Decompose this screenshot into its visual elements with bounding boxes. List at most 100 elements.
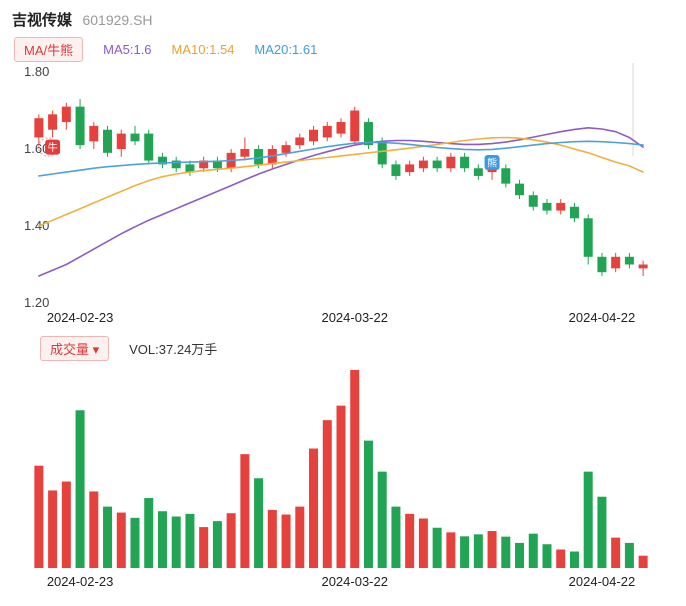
volume-bar: [116, 512, 126, 568]
x-axis-label: 2024-02-23: [46, 574, 114, 589]
volume-bar: [487, 531, 497, 568]
candle-body: [583, 218, 593, 257]
candle-body: [624, 256, 634, 265]
candle-body: [418, 160, 428, 169]
candle-body: [611, 256, 621, 269]
volume-bar: [391, 506, 401, 568]
candle-body: [528, 195, 538, 207]
page-title: 吉视传媒: [12, 12, 73, 29]
svg-text:熊: 熊: [487, 156, 497, 169]
volume-bar: [267, 509, 277, 568]
candle-body: [185, 164, 195, 173]
x-axis-label: 2024-02-23: [46, 310, 114, 325]
volume-bar: [157, 511, 167, 568]
x-axis-label: 2024-04-22: [568, 574, 636, 589]
volume-bar: [542, 544, 552, 568]
volume-bar: [377, 471, 387, 568]
y-axis-label: 1.80: [24, 64, 49, 79]
candle-body: [157, 156, 167, 165]
volume-bar: [515, 542, 525, 568]
ma10-value: MA10:1.54: [171, 41, 235, 57]
candle-body: [144, 133, 154, 161]
header: 吉视传媒 601929.SH: [0, 0, 686, 31]
volume-bar: [309, 448, 319, 568]
volume-bar: [446, 532, 456, 568]
candle-body: [295, 137, 305, 146]
candle-body: [569, 206, 579, 219]
candle-body: [501, 168, 511, 184]
ma-legend: MA/牛熊 MA5:1.6 MA10:1.54 MA20:1.61: [0, 36, 686, 62]
volume-bar: [350, 370, 360, 568]
candle-body: [116, 133, 126, 149]
volume-bar: [597, 496, 607, 568]
y-axis-label: 1.40: [24, 218, 49, 233]
candle-body: [130, 133, 140, 142]
candle-body: [240, 149, 250, 157]
candle-body: [446, 156, 456, 169]
candle-body: [75, 106, 85, 146]
volume-bar: [501, 536, 511, 568]
volume-bar: [295, 506, 305, 568]
volume-bar: [418, 518, 428, 568]
volume-bar: [130, 517, 140, 568]
candle-body: [638, 264, 648, 269]
volume-bar: [75, 410, 85, 568]
volume-bar: [61, 481, 71, 568]
candle-body: [281, 145, 291, 153]
candle-body: [199, 160, 209, 169]
volume-bar: [144, 498, 154, 568]
volume-bar: [405, 513, 415, 568]
ma-line-ma5: [38, 127, 644, 277]
candle-body: [61, 106, 71, 123]
candlestick-chart[interactable]: 1.80 1.60 1.40 1.20 牛熊: [0, 60, 686, 308]
candle-body: [322, 125, 332, 138]
candle-body: [377, 141, 387, 165]
volume-bar: [34, 465, 44, 568]
bull-marker[interactable]: 牛: [37, 137, 61, 157]
volume-x-axis-labels: 2024-02-23 2024-03-22 2024-04-22: [0, 572, 686, 592]
stock-code: 601929.SH: [82, 12, 153, 28]
candle-body: [556, 202, 566, 211]
ma5-value: MA5:1.6: [103, 41, 152, 57]
volume-chart[interactable]: [0, 360, 686, 572]
candle-body: [48, 114, 58, 130]
ma-selector-button[interactable]: MA/牛熊: [14, 36, 84, 62]
bear-marker[interactable]: 熊: [484, 154, 500, 170]
candle-body: [254, 149, 264, 165]
y-axis-label: 1.20: [24, 295, 49, 308]
volume-bar: [185, 513, 195, 568]
candle-body: [391, 164, 401, 176]
volume-bar: [281, 514, 291, 568]
volume-bar: [89, 491, 99, 568]
ma-line-ma10: [38, 136, 644, 227]
candle-body: [405, 164, 415, 173]
volume-bar: [432, 527, 442, 568]
candle-body: [363, 122, 373, 146]
candle-body: [34, 118, 44, 138]
x-axis-label: 2024-03-22: [321, 310, 388, 325]
volume-bar: [254, 478, 264, 568]
volume-bar: [336, 405, 346, 568]
volume-header: 成交量 ▾ VOL:37.24万手: [0, 335, 686, 361]
candle-body: [473, 168, 483, 176]
volume-selector-button[interactable]: 成交量 ▾: [40, 335, 110, 361]
volume-bar: [583, 471, 593, 568]
y-axis-label: 1.60: [24, 141, 49, 156]
ma20-value: MA20:1.61: [254, 41, 318, 57]
candle-body: [515, 183, 525, 196]
volume-bar: [240, 454, 250, 568]
candle-body: [171, 160, 181, 169]
volume-bar: [212, 521, 222, 568]
candle-body: [336, 122, 346, 134]
volume-bar: [322, 420, 332, 568]
candle-body: [460, 156, 470, 169]
x-axis-label: 2024-04-22: [568, 310, 636, 325]
volume-value: VOL:37.24万手: [129, 341, 218, 357]
volume-bar: [460, 536, 470, 568]
main-x-axis-labels: 2024-02-23 2024-03-22 2024-04-22: [0, 308, 686, 328]
volume-bar: [611, 537, 621, 568]
volume-bar: [171, 516, 181, 568]
candle-body: [89, 125, 99, 142]
volume-bar: [363, 440, 373, 568]
